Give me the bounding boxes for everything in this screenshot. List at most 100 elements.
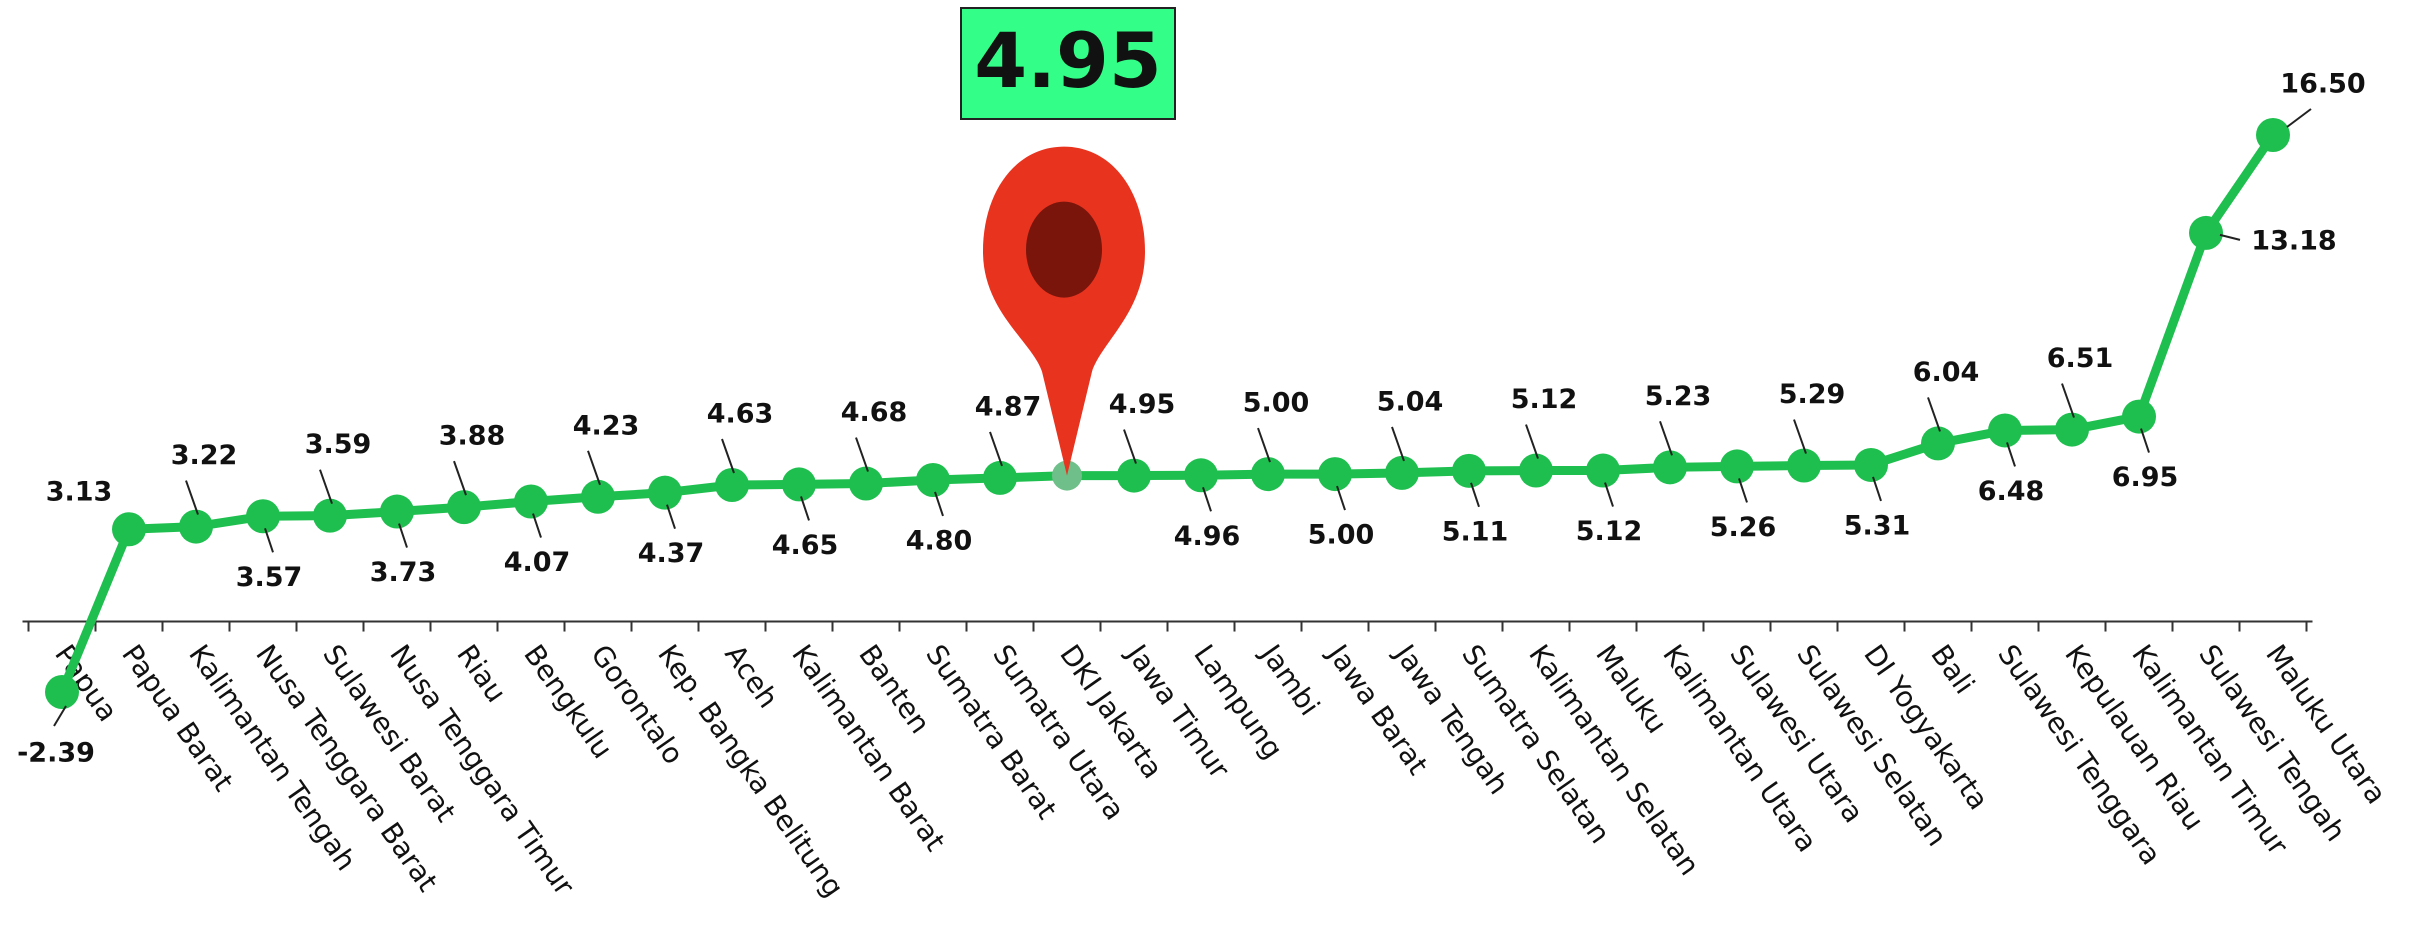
data-label: 13.18	[2251, 225, 2336, 256]
callout-box	[960, 7, 1176, 120]
leader-line	[1738, 478, 1748, 503]
data-label: -2.39	[17, 738, 95, 769]
leader-line	[934, 491, 944, 517]
data-label: 4.23	[573, 410, 640, 441]
leader-line	[800, 496, 810, 521]
data-point	[648, 475, 682, 510]
data-point	[112, 512, 146, 547]
x-tick-label: Bali	[1924, 639, 1981, 700]
data-label: 5.23	[1645, 381, 1712, 412]
data-label: 5.12	[1576, 516, 1643, 547]
data-label: 3.59	[305, 429, 372, 460]
data-label: 3.88	[439, 421, 506, 452]
pin-body	[983, 146, 1145, 476]
leader-line	[587, 450, 601, 486]
leader-line	[1202, 486, 1212, 512]
leader-line	[1123, 429, 1137, 464]
data-label: 6.51	[2047, 343, 2114, 374]
data-point	[1787, 448, 1821, 483]
data-label: 3.22	[171, 440, 238, 471]
data-point	[916, 462, 950, 497]
leader-line	[1525, 424, 1539, 459]
data-point	[1988, 413, 2022, 448]
leader-line	[2140, 428, 2150, 453]
data-label: 4.07	[504, 547, 571, 578]
data-point	[447, 490, 481, 525]
leader-line	[1470, 482, 1480, 508]
data-label: 5.31	[1844, 510, 1911, 541]
leader-line	[319, 469, 333, 505]
data-point	[45, 675, 79, 709]
leader-line	[453, 460, 467, 496]
data-point	[1452, 453, 1486, 488]
leader-line	[2286, 108, 2312, 128]
leader-line	[1793, 419, 1807, 454]
leader-line	[1257, 427, 1271, 463]
data-point	[1385, 455, 1419, 490]
data-label: 5.12	[1511, 384, 1578, 415]
data-label: 4.80	[906, 525, 973, 556]
data-point	[514, 484, 548, 519]
data-label: 4.37	[638, 538, 705, 569]
data-line	[57, 132, 2277, 694]
data-point	[1653, 450, 1687, 485]
leader-line	[1336, 485, 1346, 511]
data-point	[581, 479, 615, 514]
location-pin	[983, 146, 1145, 476]
leader-line	[532, 513, 542, 538]
data-label: 6.48	[1978, 476, 2045, 507]
data-point	[1184, 458, 1218, 493]
data-point	[1854, 447, 1888, 482]
data-label: 6.04	[1913, 357, 1980, 388]
data-label: 4.96	[1174, 521, 1241, 552]
data-point	[1251, 457, 1285, 492]
data-label: 4.95	[1109, 389, 1176, 420]
x-tick-label: Aceh	[718, 639, 785, 714]
leader-line	[666, 504, 676, 529]
data-point	[2189, 215, 2223, 250]
data-point	[782, 467, 816, 502]
data-label: 16.50	[2280, 69, 2365, 100]
leader-line	[1872, 476, 1882, 502]
data-point	[2122, 399, 2156, 434]
data-point	[715, 468, 749, 503]
data-label: 5.11	[1442, 516, 1509, 547]
data-label: 3.13	[46, 477, 113, 508]
data-point	[1921, 426, 1955, 461]
leader-line	[855, 437, 869, 472]
data-point	[313, 498, 347, 533]
data-point	[1586, 453, 1620, 488]
pin-hole	[1026, 201, 1102, 298]
data-point	[1117, 458, 1151, 493]
data-point	[1318, 457, 1352, 492]
data-point	[380, 494, 414, 529]
data-point	[2055, 412, 2089, 447]
data-point	[179, 509, 213, 544]
data-label: 4.87	[975, 391, 1042, 422]
x-tick-label: Riau	[450, 639, 513, 709]
data-label: 5.04	[1377, 386, 1444, 417]
data-point	[246, 499, 280, 534]
data-label: 4.65	[772, 530, 839, 561]
leader-line	[53, 705, 67, 727]
leader-line	[185, 480, 199, 515]
leader-line	[1391, 426, 1405, 462]
leader-line	[2061, 383, 2075, 418]
data-label: 5.00	[1243, 388, 1310, 419]
data-point	[1720, 449, 1754, 484]
leader-line	[989, 431, 1003, 467]
data-label: 5.26	[1710, 512, 1777, 543]
data-label: 6.95	[2112, 462, 2179, 493]
leader-line	[2006, 442, 2016, 467]
data-label: 3.57	[236, 562, 303, 593]
data-label: 3.73	[370, 557, 437, 588]
data-point	[1519, 453, 1553, 488]
data-label: 5.29	[1779, 379, 1846, 410]
leader-line	[398, 523, 408, 548]
data-label: 5.00	[1308, 520, 1375, 551]
leader-line	[1604, 482, 1614, 507]
data-point	[849, 466, 883, 501]
leader-line	[2219, 233, 2241, 241]
data-point	[2256, 118, 2290, 152]
